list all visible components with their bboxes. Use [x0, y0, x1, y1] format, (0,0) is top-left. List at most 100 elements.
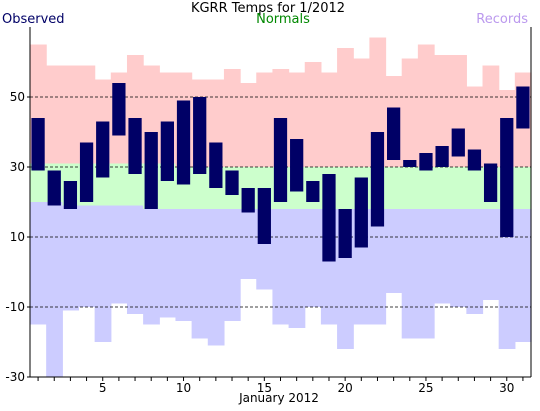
record-low-band-day-7: [126, 205, 144, 314]
record-high-band-day-21: [353, 58, 370, 167]
observed-bar-day-15: [257, 188, 271, 244]
normal-band-day-26: [434, 167, 451, 209]
observed-bar-day-2: [47, 170, 61, 206]
record-low-band-day-30: [498, 209, 516, 349]
observed-bar-day-9: [160, 121, 174, 181]
record-low-band-day-29: [482, 209, 500, 300]
normal-band-day-24: [401, 167, 419, 209]
record-high-band-day-28: [466, 86, 484, 167]
record-low-band-day-28: [466, 209, 484, 314]
observed-bar-day-16: [273, 118, 288, 202]
observed-bar-day-7: [128, 118, 142, 174]
labels-layer: -30 -10 10 30 50 5 10 15 20 25 30: [5, 90, 514, 395]
record-low-band-day-25: [417, 209, 435, 339]
record-high-band-day-2: [46, 65, 63, 164]
axes-layer: [27, 27, 532, 381]
record-high-band-day-15: [256, 72, 274, 167]
chart-title: KGRR Temps for 1/2012: [191, 1, 345, 16]
record-low-band-day-13: [223, 209, 241, 321]
normal-band-day-31: [514, 167, 532, 209]
record-low-band-day-4: [78, 205, 96, 307]
observed-bar-day-12: [209, 142, 223, 188]
record-high-band-day-25: [417, 44, 435, 167]
record-low-band-day-8: [143, 209, 160, 325]
observed-bar-day-22: [370, 132, 385, 227]
observed-bar-day-5: [96, 121, 110, 178]
observed-bar-day-4: [79, 142, 94, 202]
record-high-band-day-20: [337, 48, 354, 167]
record-high-band-day-29: [482, 65, 500, 167]
record-low-band-day-16: [272, 209, 290, 325]
observed-bar-day-24: [403, 160, 417, 167]
legend-records: Records: [476, 12, 528, 27]
observed-bar-day-26: [435, 146, 449, 167]
x-tick-label-20: 20: [338, 381, 353, 395]
record-high-band-day-4: [78, 65, 96, 164]
y-tick-label-50: 50: [10, 90, 25, 104]
observed-bar-day-30: [500, 118, 514, 237]
observed-bar-day-8: [144, 132, 158, 209]
record-low-band-day-18: [304, 209, 322, 307]
x-axis-label: January 2012: [238, 391, 319, 405]
observed-bar-day-27: [451, 128, 465, 157]
observed-bar-day-11: [193, 97, 207, 174]
record-high-band-day-14: [240, 83, 257, 167]
observed-bar-day-10: [176, 100, 191, 185]
observed-bar-day-13: [225, 170, 239, 195]
record-low-band-day-1: [30, 202, 47, 325]
record-high-band-day-3: [62, 65, 80, 164]
observed-bar-day-21: [354, 177, 368, 248]
record-high-band-day-13: [223, 69, 241, 167]
x-tick-label-10: 10: [176, 381, 191, 395]
observed-bar-day-14: [241, 188, 255, 213]
record-low-band-day-26: [434, 209, 451, 304]
record-high-band-day-26: [434, 55, 451, 167]
normal-band-day-23: [385, 167, 403, 209]
record-low-band-day-24: [401, 209, 419, 339]
record-low-band-day-3: [62, 205, 80, 311]
x-tick-label-25: 25: [418, 381, 433, 395]
normal-band-day-25: [417, 167, 435, 209]
record-high-band-day-24: [401, 58, 419, 167]
record-low-band-day-31: [514, 209, 532, 342]
record-low-band-day-14: [240, 209, 257, 279]
record-low-band-day-17: [288, 209, 306, 328]
observed-bar-day-25: [419, 153, 433, 171]
record-low-band-day-10: [175, 209, 193, 321]
observed-bar-day-20: [338, 209, 352, 258]
normal-band-day-27: [450, 167, 467, 209]
normal-band-day-28: [466, 167, 484, 209]
normal-band-day-1: [30, 163, 47, 202]
observed-bar-day-29: [483, 163, 498, 202]
legend-observed: Observed: [2, 12, 65, 27]
x-tick-label-15: 15: [257, 381, 272, 395]
y-tick-label--30: -30: [5, 370, 25, 384]
record-low-band-day-12: [207, 209, 225, 346]
observed-bar-day-1: [31, 118, 45, 171]
normal-band-day-20: [337, 167, 354, 209]
observed-layer: [31, 83, 530, 262]
observed-bar-day-28: [467, 149, 482, 171]
y-tick-label-10: 10: [10, 230, 25, 244]
bands-layer: [30, 37, 532, 377]
record-low-band-day-5: [94, 205, 112, 342]
observed-bar-day-18: [306, 181, 320, 202]
normal-band-day-11: [191, 167, 209, 209]
record-high-band-day-19: [320, 72, 338, 167]
y-tick-label--10: -10: [5, 300, 25, 314]
record-low-band-day-11: [191, 209, 209, 339]
record-low-band-day-2: [46, 202, 63, 377]
legend-normals: Normals: [256, 12, 310, 27]
x-tick-label-30: 30: [499, 381, 514, 395]
record-low-band-day-6: [110, 205, 128, 304]
normal-band-day-6: [110, 163, 128, 206]
x-tick-label-5: 5: [99, 381, 107, 395]
record-low-band-day-23: [385, 209, 403, 293]
observed-bar-day-6: [112, 83, 126, 136]
record-low-band-day-27: [450, 209, 467, 307]
observed-bar-day-3: [63, 181, 78, 209]
observed-bar-day-17: [290, 139, 304, 192]
record-low-band-day-22: [369, 209, 387, 325]
